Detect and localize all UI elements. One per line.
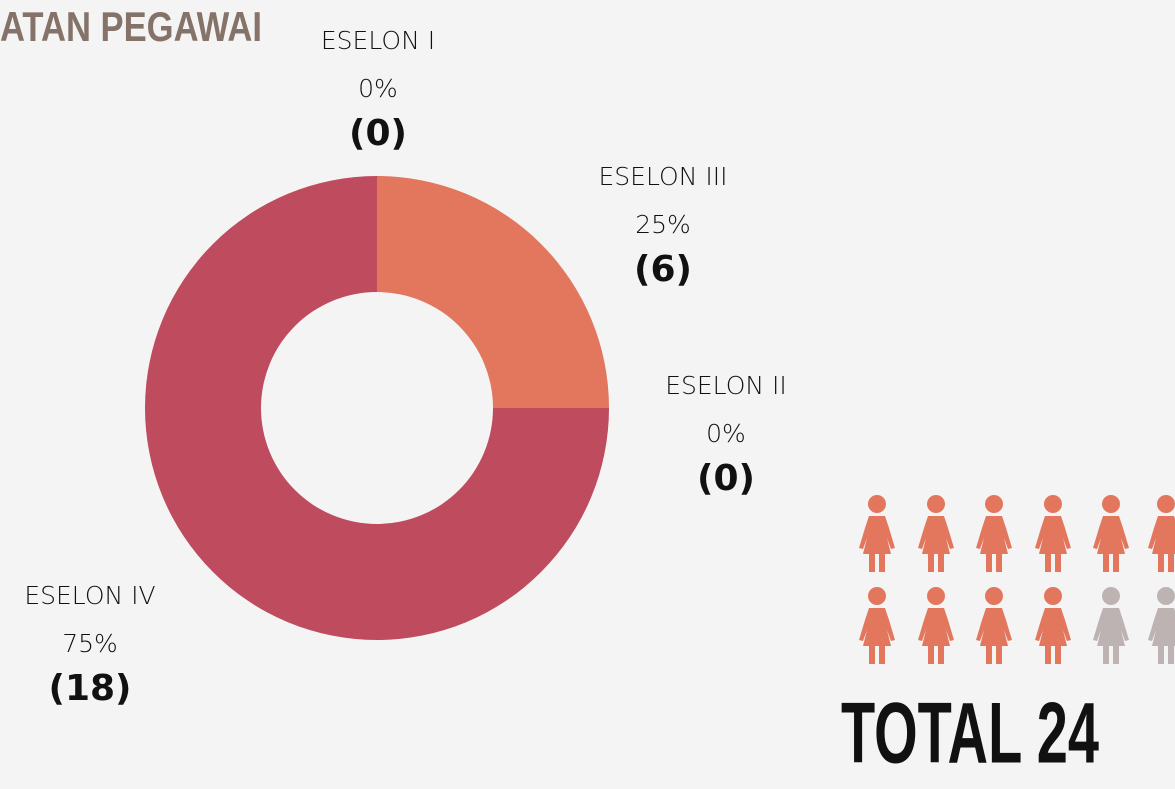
icon-head (1102, 495, 1120, 513)
person-icon (1035, 495, 1071, 572)
icon-head (1157, 495, 1175, 513)
slice-percent-label: 25% (635, 210, 691, 239)
icon-head (868, 587, 886, 605)
donut-slice (377, 176, 609, 408)
icon-leg (1103, 554, 1109, 572)
person-icon (1093, 495, 1129, 572)
icon-body (859, 608, 895, 646)
person-icon (976, 587, 1012, 664)
chart-title: ATAN PEGAWAI (0, 3, 262, 50)
person-icon (859, 587, 895, 664)
person-icon (859, 495, 895, 572)
slice-percent-label: 0% (358, 74, 398, 103)
icon-leg (928, 646, 934, 664)
person-icon (918, 495, 954, 572)
icon-head (985, 587, 1003, 605)
icon-leg (869, 554, 875, 572)
icon-leg (869, 646, 875, 664)
icon-body (918, 608, 954, 646)
icon-leg (1055, 646, 1061, 664)
slice-value-label: (6) (634, 249, 692, 290)
icon-head (1044, 587, 1062, 605)
icon-head (868, 495, 886, 513)
slice-category-label: ESELON III (599, 162, 728, 191)
icon-leg (986, 554, 992, 572)
slice-value-label: (0) (349, 113, 407, 154)
icon-leg (938, 646, 944, 664)
icon-leg (1158, 646, 1164, 664)
icon-body (859, 516, 895, 554)
icon-leg (879, 554, 885, 572)
icon-leg (879, 646, 885, 664)
person-icon (1148, 495, 1175, 572)
person-icon (1035, 587, 1071, 664)
icon-leg (1113, 554, 1119, 572)
donut-slice (145, 176, 609, 640)
slice-category-label: ESELON I (321, 26, 435, 55)
icon-body (976, 516, 1012, 554)
icon-head (927, 587, 945, 605)
icon-leg (938, 554, 944, 572)
icon-head (927, 495, 945, 513)
icon-leg (1158, 554, 1164, 572)
person-icon (918, 587, 954, 664)
icon-head (985, 495, 1003, 513)
icon-body (1148, 516, 1175, 554)
icon-leg (996, 646, 1002, 664)
icon-leg (1103, 646, 1109, 664)
icon-leg (928, 554, 934, 572)
icon-leg (1055, 554, 1061, 572)
icon-leg (986, 646, 992, 664)
icon-leg (1168, 646, 1174, 664)
icon-head (1044, 495, 1062, 513)
slice-percent-label: 75% (62, 629, 118, 658)
icon-body (918, 516, 954, 554)
icon-leg (996, 554, 1002, 572)
icon-body (976, 608, 1012, 646)
slice-category-label: ESELON II (665, 371, 787, 400)
icon-body (1148, 608, 1175, 646)
icon-head (1157, 587, 1175, 605)
icon-body (1035, 516, 1071, 554)
icon-body (1035, 608, 1071, 646)
slice-value-label: (0) (697, 458, 755, 499)
person-icons (859, 495, 1175, 664)
person-icon (976, 495, 1012, 572)
total-label: TOTAL 24 (841, 686, 1099, 782)
icon-leg (1045, 646, 1051, 664)
slice-category-label: ESELON IV (24, 581, 155, 610)
icon-head (1102, 587, 1120, 605)
icon-body (1093, 516, 1129, 554)
slice-percent-label: 0% (706, 419, 746, 448)
person-icon (1148, 587, 1175, 664)
icon-leg (1168, 554, 1174, 572)
slice-value-label: (18) (48, 668, 131, 709)
icon-leg (1045, 554, 1051, 572)
icon-leg (1113, 646, 1119, 664)
person-icon (1093, 587, 1129, 664)
icon-body (1093, 608, 1129, 646)
